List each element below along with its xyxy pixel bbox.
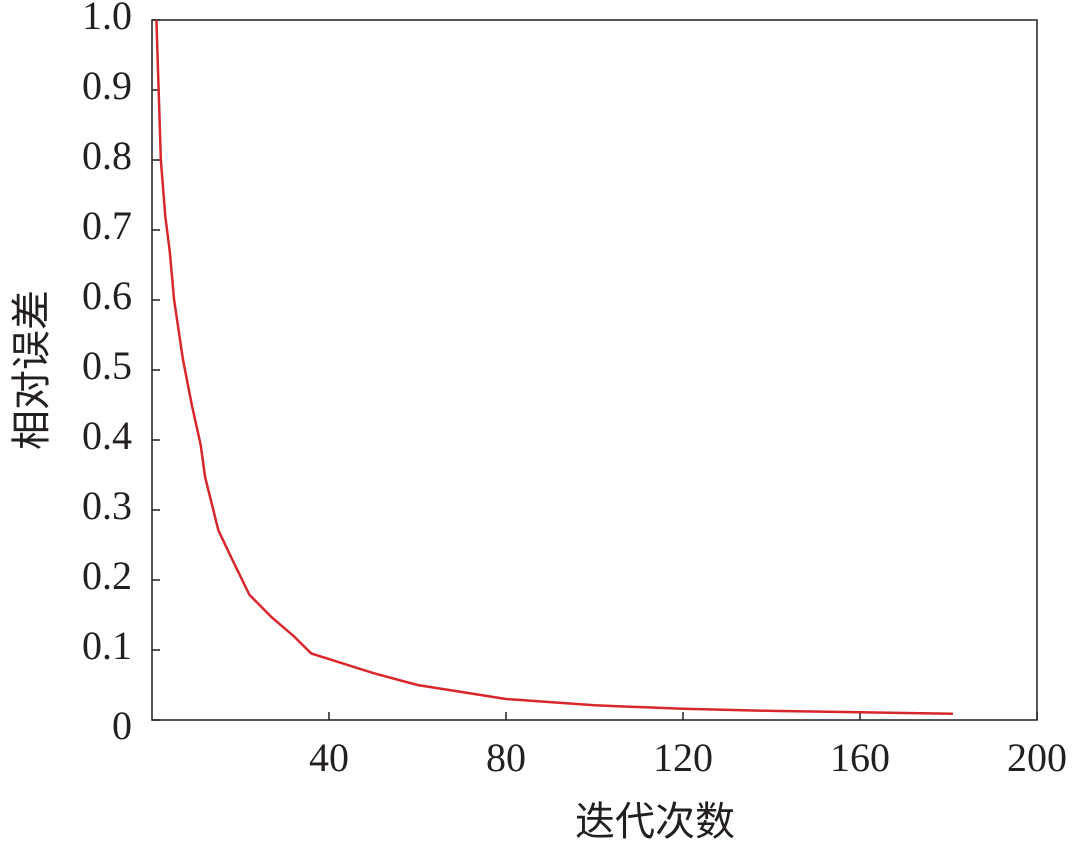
y-tick-label: 1.0: [82, 0, 132, 38]
plot-frame: [151, 19, 1038, 721]
y-tick-label: 0.4: [82, 413, 132, 458]
y-tick-label: 0.9: [82, 63, 132, 108]
y-tick-label: 0.8: [82, 133, 132, 178]
y-tick-label: 0.2: [82, 553, 132, 598]
x-tick-label: 40: [309, 735, 349, 780]
y-tick-label: 0.3: [82, 483, 132, 528]
x-tick-label: 120: [653, 735, 713, 780]
x-tick-label: 80: [486, 735, 526, 780]
data-line: [155, 19, 953, 715]
y-tick-label: 0.5: [82, 343, 132, 388]
x-tick-label: 160: [830, 735, 890, 780]
y-tick-label: 0.1: [82, 623, 132, 668]
x-axis-label: 迭代次数: [575, 799, 735, 844]
y-tick-label: 0: [112, 703, 132, 748]
x-tick-label: 200: [1007, 735, 1067, 780]
y-tick-label: 0.7: [82, 203, 132, 248]
y-tick-label: 0.6: [82, 273, 132, 318]
y-axis-label: 相对误差: [9, 290, 54, 450]
